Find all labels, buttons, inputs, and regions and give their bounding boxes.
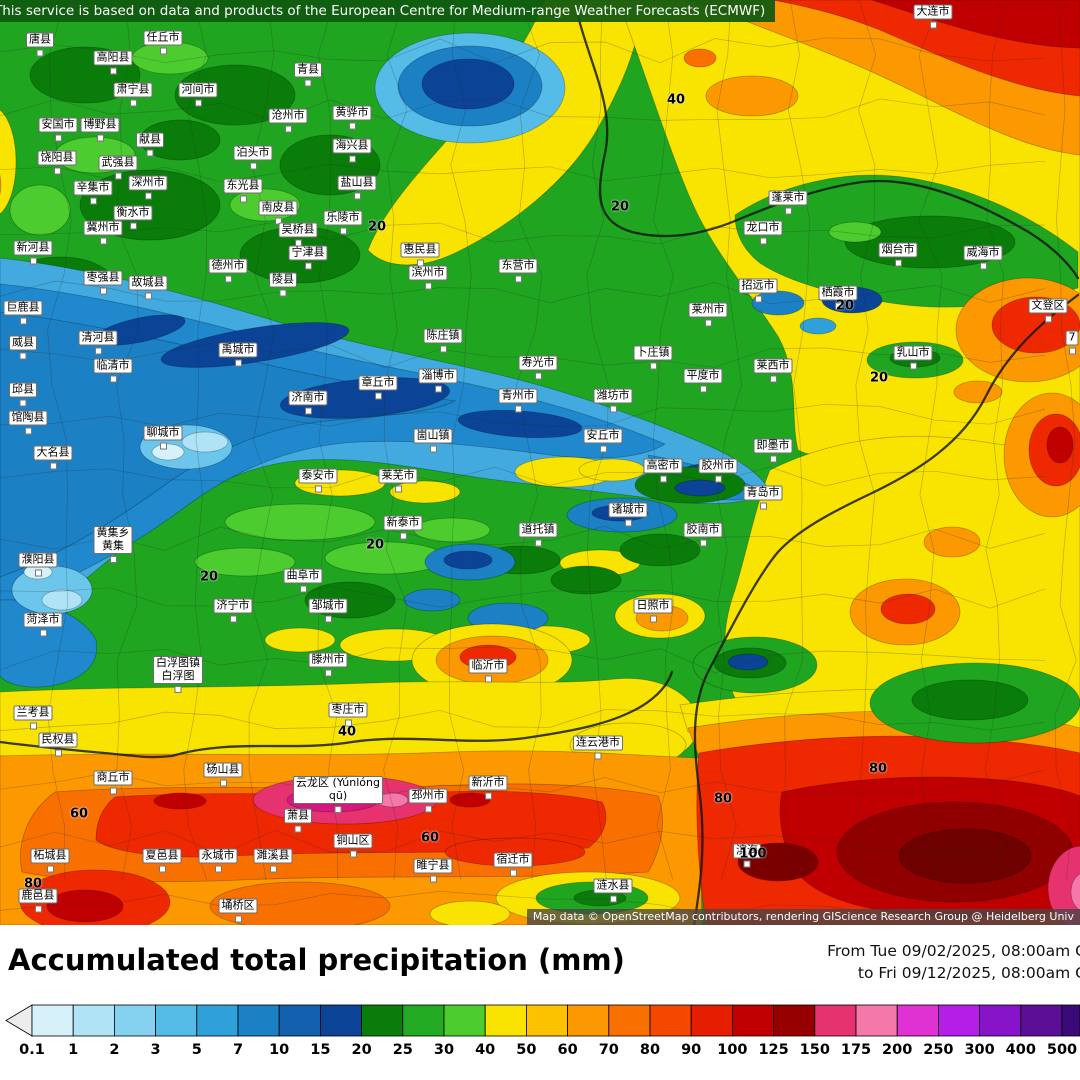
legend-color-box: [114, 1004, 157, 1037]
legend-color-box: [649, 1004, 692, 1037]
legend-color-box: [484, 1004, 527, 1037]
legend-color-box: [526, 1004, 569, 1037]
legend-tick-value: 5: [192, 1042, 202, 1058]
legend-tick-value: 500: [1047, 1042, 1077, 1058]
precipitation-map-viewport: 唐县 任丘市 高阳县 青县 肃宁县 河间市 黄骅市 沧州市 安国市 博野县 献县 泊头市 海兴县 饶阳县武…: [0, 0, 1080, 925]
legend-tick-value: 15: [310, 1042, 330, 1058]
ecmwf-banner: This service is based on data and produc…: [0, 0, 776, 22]
legend-tick-value: 50: [516, 1042, 536, 1058]
legend-title: Accumulated total precipitation (mm): [8, 943, 625, 977]
legend-color-box: [155, 1004, 198, 1037]
legend-tick-value: 70: [599, 1042, 619, 1058]
legend-color-box: [814, 1004, 857, 1037]
legend-color-box: [773, 1004, 816, 1037]
legend-color-box: [567, 1004, 610, 1037]
legend-tick-value: 20: [352, 1042, 372, 1058]
map-attribution: Map data © OpenStreetMap contributors, r…: [526, 909, 1080, 925]
legend-panel: Accumulated total precipitation (mm) Fro…: [0, 925, 1080, 1080]
legend-tick-value: 100: [717, 1042, 747, 1058]
legend-color-box: [608, 1004, 651, 1037]
legend-color-box: [896, 1004, 939, 1037]
legend-color-box: [1020, 1004, 1063, 1037]
legend-tick-value: 200: [882, 1042, 912, 1058]
legend-tick-value: 1: [68, 1042, 78, 1058]
legend-color-box: [402, 1004, 445, 1037]
legend-color-box: [237, 1004, 280, 1037]
legend-tick-value: 0.1: [19, 1042, 45, 1058]
legend-color-box: [278, 1004, 321, 1037]
date-from: From Tue 09/02/2025, 08:00am C: [827, 942, 1080, 960]
legend-tick-value: 30: [434, 1042, 454, 1058]
color-scale-legend: 0.1 1 2 3 5 7 10 15 20 25 30 40 50 60 70 80 90 100 125 150 1…: [5, 1004, 1080, 1058]
legend-color-box: [690, 1004, 733, 1037]
date-to: to Fri 09/12/2025, 08:00am C: [857, 963, 1080, 982]
legend-color-box: [31, 1004, 74, 1037]
precipitation-map: [0, 0, 1080, 925]
legend-color-box: [979, 1004, 1022, 1037]
legend-tick-value: 10: [269, 1042, 289, 1058]
legend-tick-value: 250: [923, 1042, 953, 1058]
legend-overflow-box: [1061, 1004, 1080, 1037]
legend-underflow-arrow: [5, 1004, 33, 1037]
legend-tick-value: 60: [558, 1042, 578, 1058]
legend-color-box: [361, 1004, 404, 1037]
legend-color-box: [938, 1004, 981, 1037]
legend-color-box: [72, 1004, 115, 1037]
legend-tick-value: 175: [841, 1042, 871, 1058]
legend-color-box: [196, 1004, 239, 1037]
legend-tick-value: 400: [1006, 1042, 1036, 1058]
legend-color-box: [319, 1004, 362, 1037]
forecast-date-range: From Tue 09/02/2025, 08:00am C to Fri 09…: [827, 941, 1080, 984]
legend-tick-value: 2: [109, 1042, 119, 1058]
legend-color-box: [855, 1004, 898, 1037]
legend-tick-value: 300: [964, 1042, 994, 1058]
legend-tick-value: 90: [681, 1042, 701, 1058]
legend-tick-value: 25: [393, 1042, 413, 1058]
legend-color-box: [732, 1004, 775, 1037]
legend-tick-value: 125: [758, 1042, 788, 1058]
legend-tick-value: 80: [640, 1042, 660, 1058]
district-boundaries: [0, 0, 1077, 917]
province-borders: [0, 14, 1080, 925]
legend-tick-value: 40: [475, 1042, 495, 1058]
legend-color-box: [443, 1004, 486, 1037]
legend-tick-value: 3: [151, 1042, 161, 1058]
legend-tick-value: 150: [800, 1042, 830, 1058]
legend-tick-value: 7: [233, 1042, 243, 1058]
